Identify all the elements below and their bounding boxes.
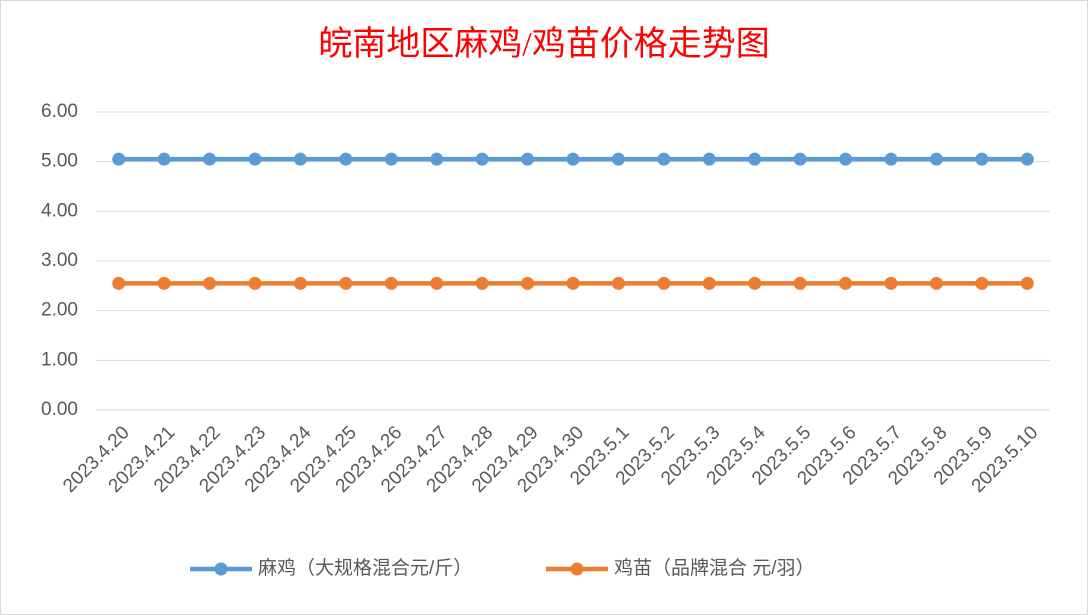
data-point: [566, 152, 580, 166]
data-point: [839, 152, 853, 166]
data-point: [430, 276, 444, 290]
data-point: [157, 276, 171, 290]
data-point: [793, 152, 807, 166]
y-tick-label: 4.00: [41, 200, 78, 221]
data-point: [929, 276, 943, 290]
data-point: [839, 276, 853, 290]
data-point: [521, 276, 535, 290]
data-point: [929, 152, 943, 166]
data-point: [611, 152, 625, 166]
legend-marker: [570, 562, 584, 576]
data-point: [475, 276, 489, 290]
data-point: [293, 152, 307, 166]
data-point: [112, 276, 126, 290]
y-tick-label: 1.00: [41, 349, 78, 370]
data-point: [203, 152, 217, 166]
chart-title: 皖南地区麻鸡/鸡苗价格走势图: [318, 25, 769, 63]
data-point: [748, 152, 762, 166]
data-point: [884, 276, 898, 290]
data-point: [339, 276, 353, 290]
data-point: [203, 276, 217, 290]
y-tick-label: 2.00: [41, 300, 78, 321]
data-point: [339, 152, 353, 166]
data-point: [248, 276, 262, 290]
data-point: [384, 276, 398, 290]
data-point: [975, 152, 989, 166]
data-point: [430, 152, 444, 166]
data-point: [293, 276, 307, 290]
data-point: [1020, 152, 1034, 166]
data-point: [657, 276, 671, 290]
data-point: [1020, 276, 1034, 290]
y-tick-label: 0.00: [41, 399, 78, 420]
data-point: [248, 152, 262, 166]
legend-marker: [214, 562, 228, 576]
data-point: [521, 152, 535, 166]
data-point: [475, 152, 489, 166]
data-point: [657, 152, 671, 166]
y-tick-label: 6.00: [41, 101, 78, 122]
data-point: [793, 276, 807, 290]
legend-label: 鸡苗（品牌混合 元/羽）: [614, 557, 815, 579]
data-point: [384, 152, 398, 166]
data-point: [975, 276, 989, 290]
legend-label: 麻鸡（大规格混合元/斤）: [258, 557, 472, 579]
data-point: [702, 276, 716, 290]
data-point: [112, 152, 126, 166]
data-point: [157, 152, 171, 166]
data-point: [748, 276, 762, 290]
data-point: [702, 152, 716, 166]
y-tick-label: 5.00: [41, 151, 78, 172]
data-point: [611, 276, 625, 290]
y-tick-label: 3.00: [41, 250, 78, 271]
data-point: [884, 152, 898, 166]
data-point: [566, 276, 580, 290]
